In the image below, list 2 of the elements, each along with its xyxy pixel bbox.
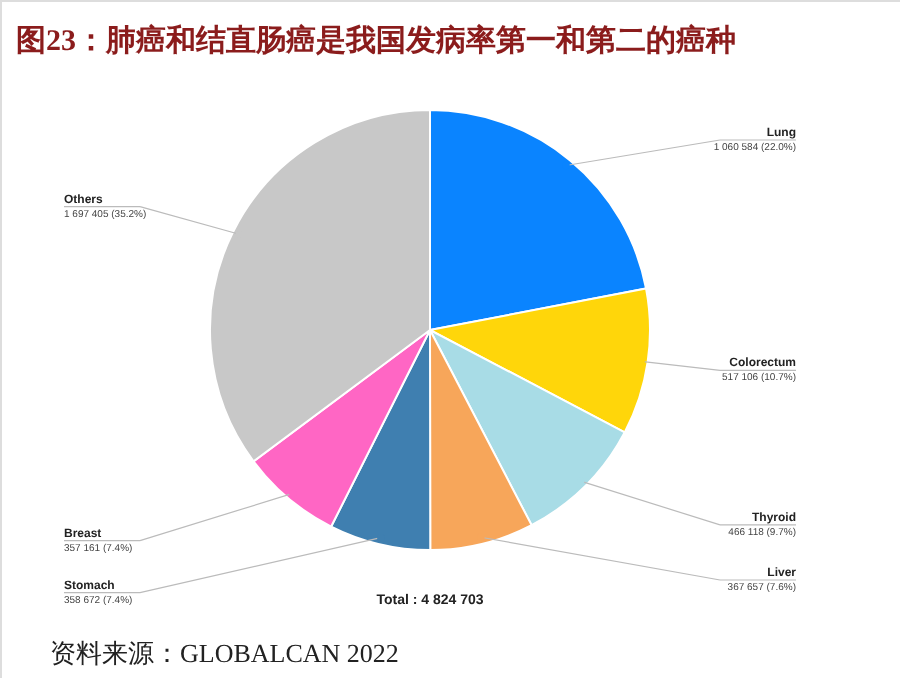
text: 资料来源：GLOBALCAN 2022 (50, 638, 399, 668)
chart-title: 图23：肺癌和结直肠癌是我国发病率第一和第二的癌种 (16, 22, 736, 58)
